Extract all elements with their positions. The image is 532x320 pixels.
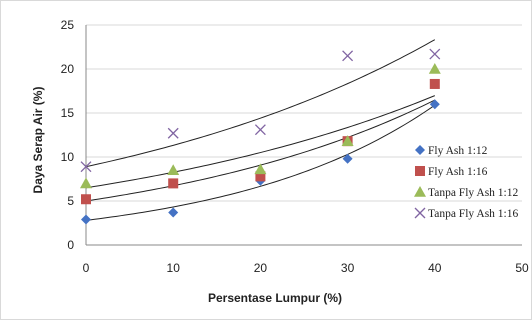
data-point-series-4 xyxy=(80,161,92,173)
tick-labels: 0 5 10 15 20 25 0 10 20 30 40 50 xyxy=(61,18,529,275)
legend-marker-series-4 xyxy=(414,207,426,219)
trendline-series-3 xyxy=(85,95,435,189)
legend-label-series-1: Fly Ash 1:12 xyxy=(428,145,488,157)
data-point-series-1 xyxy=(429,99,440,110)
data-point-series-3 xyxy=(341,135,354,146)
x-marker-stroke xyxy=(254,124,266,136)
data-point-series-3 xyxy=(167,164,180,175)
trendline-series-1 xyxy=(85,104,436,221)
data-point-series-4 xyxy=(429,48,441,60)
data-point-series-2 xyxy=(168,178,179,189)
x-tick-label: 0 xyxy=(83,261,90,275)
x-tick-label: 50 xyxy=(515,261,529,275)
axes xyxy=(85,25,522,246)
x-tick-label: 40 xyxy=(428,261,442,275)
x-marker-stroke xyxy=(167,127,179,139)
legend-marker-series-3 xyxy=(414,186,426,197)
x-tick-label: 10 xyxy=(167,261,181,275)
data-point-series-2 xyxy=(429,78,440,89)
x-marker-stroke xyxy=(414,207,426,219)
data-point-series-2 xyxy=(81,194,91,205)
data-point-series-1 xyxy=(168,207,179,218)
data-point-series-3 xyxy=(428,63,441,74)
y-tick-label: 15 xyxy=(61,106,75,120)
gridlines xyxy=(86,24,522,202)
x-marker-stroke xyxy=(429,48,441,60)
data-point-series-1 xyxy=(81,214,91,225)
data-point-series-4 xyxy=(342,50,354,62)
data-points xyxy=(80,48,441,225)
data-point-series-4 xyxy=(167,127,179,139)
y-tick-label: 10 xyxy=(61,150,75,164)
data-point-series-1 xyxy=(342,153,353,164)
x-marker-stroke xyxy=(342,50,354,62)
data-point-series-3 xyxy=(254,163,267,175)
y-tick-label: 25 xyxy=(61,18,75,32)
legend-marker-series-1 xyxy=(415,145,425,155)
y-tick-label: 5 xyxy=(67,194,74,208)
x-axis-title: Persentase Lumpur (%) xyxy=(208,291,342,305)
data-point-series-4 xyxy=(254,124,266,136)
legend-label-series-3: Tanpa Fly Ash 1:12 xyxy=(428,187,518,199)
y-axis-title: Daya Serap Air (%) xyxy=(31,87,45,194)
data-point-series-2 xyxy=(255,171,266,182)
legend-marker-series-2 xyxy=(415,166,425,176)
data-point-series-3 xyxy=(80,177,92,189)
trendline-series-4 xyxy=(85,39,436,168)
legend-label-series-4: Tanpa Fly Ash 1:16 xyxy=(428,208,518,220)
x-tick-label: 20 xyxy=(254,261,268,275)
x-tick-label: 30 xyxy=(341,261,355,275)
y-tick-label: 20 xyxy=(61,62,75,76)
x-marker-stroke xyxy=(80,161,92,173)
legend-label-series-2: Fly Ash 1:16 xyxy=(428,166,488,178)
legend: Fly Ash 1:12 Fly Ash 1:16 Tanpa Fly Ash 1:… xyxy=(414,145,518,220)
y-tick-label: 0 xyxy=(67,238,74,252)
